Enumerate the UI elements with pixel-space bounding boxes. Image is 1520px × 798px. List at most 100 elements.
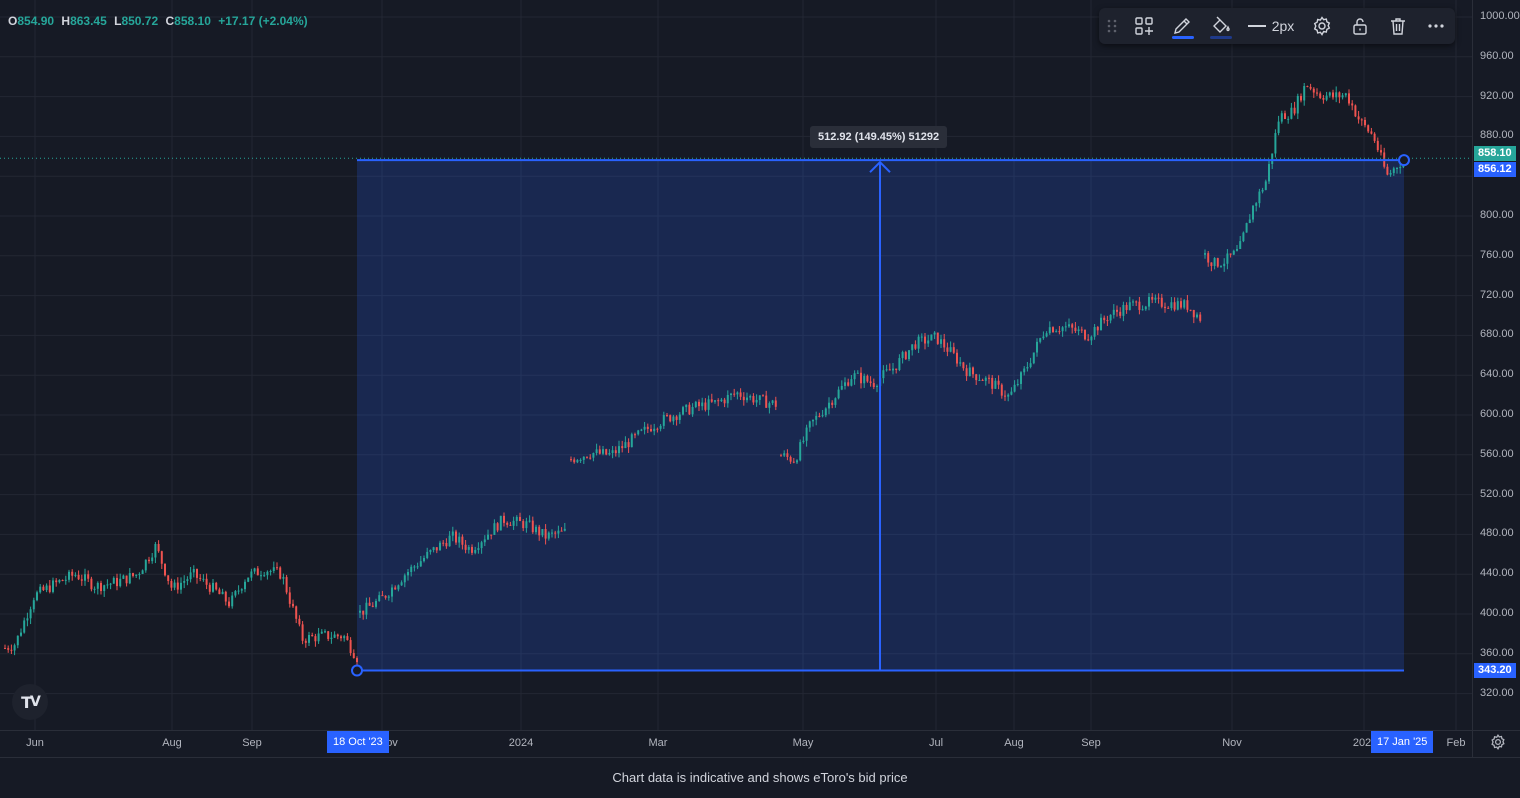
candle	[605, 448, 608, 456]
fill-bucket-icon[interactable]	[1201, 8, 1239, 44]
candle-body	[551, 532, 553, 534]
chart-canvas[interactable]	[0, 0, 1472, 730]
time-tick-label: Feb	[1446, 737, 1466, 749]
gear-icon[interactable]	[1303, 8, 1341, 44]
candle-body	[1335, 92, 1338, 98]
candle-body	[1396, 167, 1398, 169]
candle-body	[1367, 125, 1370, 132]
candle	[112, 576, 115, 584]
candle	[1048, 321, 1051, 335]
drag-handle-icon[interactable]	[1099, 8, 1125, 44]
candle-body	[480, 542, 483, 549]
pencil-icon[interactable]	[1163, 8, 1201, 44]
candle	[946, 342, 949, 357]
candle-body	[1164, 306, 1166, 308]
candle	[359, 604, 361, 618]
candle	[547, 531, 550, 541]
candle-body	[403, 575, 406, 583]
trash-icon[interactable]	[1379, 8, 1417, 44]
candle	[1100, 313, 1102, 331]
candle-body	[519, 516, 521, 522]
candle-body	[327, 631, 330, 639]
candle-body	[400, 582, 403, 586]
candle	[570, 456, 572, 462]
candle-body	[71, 571, 74, 576]
time-tick-label: Jul	[928, 737, 944, 749]
unlock-icon[interactable]	[1341, 8, 1379, 44]
candle	[1389, 169, 1392, 177]
candle	[943, 333, 946, 352]
candle	[1077, 326, 1080, 336]
candle-body	[1236, 249, 1238, 251]
candle	[837, 386, 840, 400]
price-tick-label: 560.00	[1480, 447, 1514, 460]
candle	[269, 569, 272, 576]
candle-body	[68, 571, 70, 580]
candle-body	[1258, 191, 1261, 204]
candle-body	[1055, 331, 1058, 333]
candle-body	[199, 577, 202, 579]
measure-start-price-badge: 343.20	[1474, 663, 1516, 679]
candle	[1157, 293, 1160, 304]
price-tick-label: 480.00	[1480, 527, 1514, 540]
chart-area[interactable]	[0, 0, 1472, 730]
time-axis[interactable]	[0, 730, 1472, 757]
candle	[1220, 265, 1222, 268]
candle-body	[112, 577, 115, 584]
candle	[805, 424, 808, 447]
candle	[141, 569, 144, 575]
candle	[927, 334, 930, 347]
candle	[850, 375, 853, 387]
more-icon[interactable]	[1417, 8, 1455, 44]
candle	[272, 561, 275, 574]
candle-body	[786, 453, 789, 457]
candle	[503, 512, 505, 527]
candle-body	[698, 401, 700, 407]
measure-end-handle[interactable]	[1398, 154, 1410, 167]
candle-body	[474, 549, 477, 553]
candle-body	[138, 574, 141, 576]
candle	[109, 582, 112, 590]
candle	[1367, 124, 1370, 134]
candle	[1300, 93, 1302, 103]
candle	[64, 575, 67, 585]
candle	[1392, 166, 1395, 176]
candle-body	[151, 557, 154, 562]
candle	[1239, 236, 1242, 250]
candle	[792, 457, 795, 464]
candle-body	[1077, 329, 1080, 332]
candle-body	[828, 402, 830, 409]
candle	[1354, 104, 1357, 118]
candle-body	[368, 602, 371, 606]
candle	[582, 456, 585, 465]
candle	[768, 401, 771, 414]
candle	[1287, 116, 1290, 124]
chart-settings-gear-icon[interactable]	[1490, 734, 1506, 755]
time-tick-label: Sep	[1081, 737, 1101, 749]
candle	[646, 423, 649, 434]
candle	[573, 457, 576, 464]
candle	[975, 373, 978, 385]
candle	[282, 573, 285, 585]
candle	[1029, 357, 1032, 369]
candle-body	[20, 632, 22, 636]
measure-start-handle[interactable]	[351, 664, 363, 677]
candle-body	[157, 543, 160, 552]
candle	[487, 529, 489, 541]
candle	[68, 569, 70, 583]
candle-body	[1052, 327, 1054, 333]
candle-body	[1084, 329, 1086, 340]
line-width-button[interactable]: 2px	[1239, 8, 1303, 44]
price-axis[interactable]	[1472, 0, 1520, 730]
price-tick-label: 880.00	[1480, 129, 1514, 142]
candle	[812, 419, 814, 427]
candle-body	[413, 566, 416, 568]
candle-body	[106, 584, 109, 586]
candle	[1399, 163, 1402, 174]
candle	[627, 438, 630, 453]
candle	[1210, 262, 1213, 272]
candle-body	[796, 460, 798, 463]
candle	[509, 521, 512, 527]
template-icon[interactable]	[1125, 8, 1163, 44]
